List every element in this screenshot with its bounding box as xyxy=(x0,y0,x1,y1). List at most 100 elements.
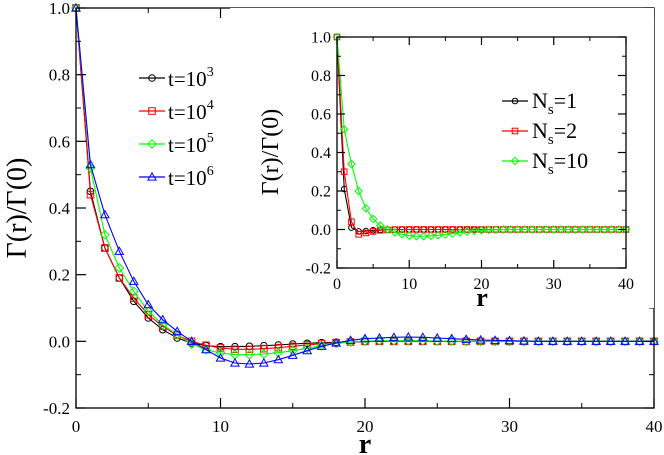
data-point-t-10-5 xyxy=(533,336,544,347)
data-point-t-10-6 xyxy=(172,326,183,335)
data-point-t-10-6 xyxy=(273,354,284,364)
inset-y-axis-label: Γ(r)/Γ(0) xyxy=(258,109,284,195)
data-point-t-10-5 xyxy=(518,336,529,347)
data-point-n-s-2 xyxy=(463,226,471,233)
data-point-t-10-6 xyxy=(316,341,327,350)
legend-label-t-1e4: t=104 xyxy=(168,98,214,124)
data-point-t-10-4 xyxy=(202,341,210,350)
y-tick-label: 0.4 xyxy=(49,199,71,218)
data-point-t-10-6 xyxy=(201,344,212,354)
data-point-t-10-6 xyxy=(360,333,370,343)
legend-label-ns-2: Ns=2 xyxy=(532,118,577,148)
y-tick-label: -0.2 xyxy=(43,399,70,418)
y-tick-label: 0.2 xyxy=(49,266,70,285)
data-point-n-s-10 xyxy=(390,228,400,237)
data-point-n-s-10 xyxy=(397,229,407,239)
data-point-t-10-5 xyxy=(215,348,226,358)
legend-entry-ns-10: Ns=10 xyxy=(502,148,588,178)
data-point-n-s-10 xyxy=(556,225,566,234)
data-point-n-s-2 xyxy=(340,168,348,176)
data-point-t-10-5 xyxy=(562,336,573,347)
legend-label-t-1e3: t=103 xyxy=(168,65,214,91)
data-point-n-s-10 xyxy=(455,228,465,237)
data-point-t-10-6 xyxy=(605,336,616,345)
main-tick-label-layer: 0 10 20 30 40 -0.2 0.0 0.2 0.4 0.6 0.8 1.0 xyxy=(43,0,662,436)
data-point-t-10-5 xyxy=(302,343,313,354)
data-point-t-10-4 xyxy=(115,274,124,282)
x-tick-label: 10 xyxy=(401,276,417,293)
y-tick-label: 0.6 xyxy=(311,107,331,124)
data-point-t-10-5 xyxy=(547,336,558,347)
x-tick-label: 40 xyxy=(618,276,634,293)
data-point-t-10-5 xyxy=(417,335,428,346)
x-tick-label: 20 xyxy=(474,276,490,293)
data-point-n-s-10 xyxy=(563,225,573,234)
data-point-t-10-4 xyxy=(101,244,109,252)
inset-legend: Ns=1 Ns=2 Ns=10 xyxy=(502,88,588,178)
data-point-t-10-6 xyxy=(388,332,399,341)
data-point-t-10-6 xyxy=(287,350,298,359)
data-point-n-s-2 xyxy=(377,226,384,234)
data-point-t-10-5 xyxy=(576,336,587,347)
inset-series-layer xyxy=(332,32,631,241)
data-point-n-s-10 xyxy=(448,229,457,238)
data-point-t-10-5 xyxy=(591,336,602,347)
legend-symbol-t-10-6 xyxy=(147,171,157,181)
data-point-t-10-5 xyxy=(620,336,631,347)
data-point-t-10-6 xyxy=(518,335,529,345)
legend-label-t-1e5: t=105 xyxy=(168,131,214,157)
data-point-n-s-10 xyxy=(592,225,602,234)
legend-label-ns-10: Ns=10 xyxy=(532,148,588,178)
legend-label-ns-1: Ns=1 xyxy=(532,88,577,118)
data-point-t-10-6 xyxy=(432,332,443,342)
data-point-n-s-10 xyxy=(404,231,414,241)
data-point-n-s-10 xyxy=(347,159,356,169)
legend-marker-ns-10 xyxy=(510,156,520,166)
data-point-n-s-2 xyxy=(362,229,370,237)
data-point-n-s-10 xyxy=(462,227,472,236)
legend-entry-t-1e3: t=103 xyxy=(139,65,214,91)
data-point-t-10-6 xyxy=(374,332,385,342)
legend-symbol-t-10-4 xyxy=(148,107,156,115)
data-point-n-s-10 xyxy=(498,225,508,234)
data-point-n-s-2 xyxy=(348,218,355,226)
legend-entry-t-1e6: t=106 xyxy=(139,164,214,190)
data-point-t-10-6 xyxy=(331,337,342,347)
data-point-n-s-10 xyxy=(419,231,429,241)
data-point-t-10-6 xyxy=(403,331,414,341)
legend-marker-t-1e4 xyxy=(148,107,156,115)
data-point-t-10-6 xyxy=(157,314,168,324)
data-point-t-10-5 xyxy=(316,340,327,351)
data-point-t-10-6 xyxy=(475,334,486,344)
y-tick-label: -0.2 xyxy=(306,261,331,278)
data-point-t-10-6 xyxy=(85,159,96,169)
data-point-t-10-5 xyxy=(143,306,154,317)
data-point-n-s-10 xyxy=(383,225,392,234)
data-point-n-s-10 xyxy=(376,221,385,230)
data-point-t-10-4 xyxy=(274,343,283,352)
data-point-t-10-6 xyxy=(591,336,602,345)
inset-tick-label-layer: 0 10 20 30 40 -0.2 0.0 0.2 0.4 0.6 0.8 1.0 xyxy=(306,30,634,293)
legend-entry-ns-1: Ns=1 xyxy=(502,88,577,118)
data-point-n-s-2 xyxy=(355,231,362,238)
data-point-n-s-10 xyxy=(361,203,371,213)
data-point-t-10-5 xyxy=(114,263,125,273)
y-tick-label: 0.8 xyxy=(311,68,331,85)
data-point-t-10-6 xyxy=(504,335,515,345)
x-tick-label: 0 xyxy=(72,417,81,436)
data-point-t-10-4 xyxy=(288,342,297,351)
data-point-n-s-10 xyxy=(426,231,436,241)
main-x-axis-label: r xyxy=(359,429,371,455)
data-point-t-10-6 xyxy=(446,333,457,343)
data-point-t-10-6 xyxy=(547,336,558,345)
data-point-t-10-4 xyxy=(260,344,268,353)
data-point-t-10-6 xyxy=(128,276,139,285)
y-tick-label: 1.0 xyxy=(311,30,331,47)
data-point-t-10-6 xyxy=(258,357,269,367)
data-point-n-s-10 xyxy=(578,225,587,234)
data-point-n-s-10 xyxy=(527,225,537,234)
legend-marker-t-1e5 xyxy=(147,139,157,149)
data-point-t-10-6 xyxy=(417,332,428,341)
y-tick-label: 0.2 xyxy=(311,184,331,201)
